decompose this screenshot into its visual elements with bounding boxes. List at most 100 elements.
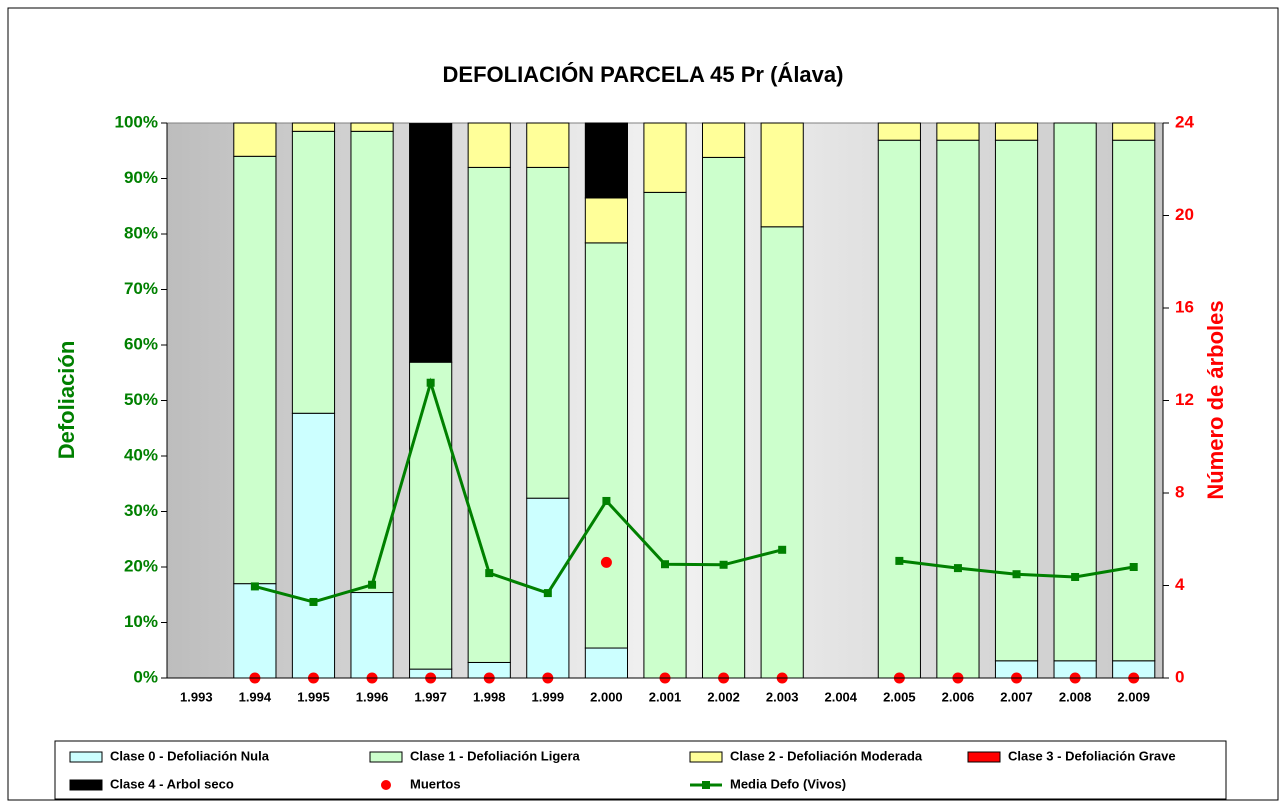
bar-segment — [233, 122, 277, 157]
y-tick-label: 60% — [124, 334, 158, 353]
y-tick-label: 80% — [124, 223, 158, 242]
y-tick-label: 50% — [124, 390, 158, 409]
bar-segment — [643, 122, 687, 193]
line-marker — [1129, 563, 1138, 571]
chart-title: DEFOLIACIÓN PARCELA 45 Pr (Álava) — [443, 62, 844, 87]
line-marker — [485, 569, 494, 578]
x-tick-label: 1.997 — [414, 689, 447, 704]
legend-label: Clase 1 - Defoliación Ligera — [410, 748, 581, 763]
bar-segment — [350, 130, 394, 594]
y2-tick-label: 4 — [1175, 575, 1185, 594]
y-tick-label: 70% — [124, 279, 158, 298]
legend — [54, 740, 1227, 800]
y2-tick-label: 20 — [1175, 205, 1194, 224]
bar-segment — [409, 361, 453, 670]
legend-label: Clase 3 - Defoliación Grave — [1008, 748, 1176, 763]
legend-swatch — [69, 751, 103, 763]
line-marker — [368, 580, 377, 589]
bar-segment — [584, 242, 629, 649]
y2-tick-label: 12 — [1175, 390, 1194, 409]
bar-segment — [877, 122, 921, 141]
x-tick-label: 2.005 — [883, 689, 916, 704]
legend-label: Clase 2 - Defoliación Moderada — [730, 748, 923, 763]
line-marker — [661, 560, 669, 569]
line-marker — [719, 560, 728, 569]
x-tick-label: 2.003 — [766, 689, 799, 704]
line-marker — [778, 545, 787, 554]
bar-segment — [233, 155, 277, 585]
bar-segment — [233, 583, 277, 679]
bar-segment — [526, 122, 570, 168]
y-tick-label: 20% — [124, 556, 158, 575]
bar-segment — [584, 197, 629, 244]
legend-label: Clase 4 - Arbol seco — [110, 776, 234, 791]
y2-axis-title: Número de árboles — [1203, 300, 1228, 499]
y2-tick-label: 0 — [1175, 667, 1184, 686]
bar-segment — [291, 122, 336, 132]
line-marker — [543, 589, 552, 598]
y2-tick-label: 8 — [1175, 482, 1184, 501]
legend-swatch — [369, 751, 403, 763]
bar-segment — [936, 122, 980, 141]
bar-segment — [291, 412, 336, 679]
x-tick-label: 2.004 — [824, 689, 857, 704]
line-marker — [602, 496, 611, 505]
line-marker — [895, 556, 904, 565]
bar-segment — [584, 647, 629, 679]
line-marker — [953, 564, 962, 573]
y-tick-label: 40% — [124, 445, 158, 464]
legend-label: Clase 0 - Defoliación Nula — [110, 748, 270, 763]
x-tick-label: 2.002 — [707, 689, 740, 704]
bar-segment — [526, 166, 570, 499]
bar-segment — [467, 166, 511, 663]
bar-segment — [409, 123, 453, 363]
line-marker — [309, 597, 318, 606]
bar-segment — [877, 139, 921, 679]
y-tick-label: 10% — [124, 612, 158, 631]
legend-swatch — [967, 751, 1001, 763]
y-tick-label: 0% — [133, 667, 158, 686]
bar-segment — [936, 139, 980, 679]
y-tick-label: 90% — [124, 168, 158, 187]
line-marker — [1071, 572, 1080, 581]
bar-segment — [643, 191, 687, 679]
x-tick-label: 2.006 — [942, 689, 975, 704]
line — [254, 377, 783, 604]
x-tick-label: 1.994 — [239, 689, 272, 704]
x-tick-label: 2.000 — [590, 689, 623, 704]
bar-segment — [760, 122, 804, 228]
dot — [600, 556, 612, 568]
x-tick-label: 1.995 — [297, 689, 330, 704]
legend-swatch — [689, 751, 723, 763]
x-tick-label: 1.999 — [532, 689, 565, 704]
x-tick-label: 2.001 — [649, 689, 682, 704]
legend-label: Media Defo (Vivos) — [730, 776, 846, 791]
x-tick-label: 2.008 — [1059, 689, 1092, 704]
legend-label: Muertos — [410, 776, 461, 791]
x-tick-label: 1.993 — [180, 689, 213, 704]
x-tick-label: 1.998 — [473, 689, 506, 704]
bar-segment — [350, 122, 394, 132]
x-tick-label: 1.996 — [356, 689, 389, 704]
bar-segment — [291, 130, 336, 414]
bar-segment — [701, 156, 746, 679]
y-tick-label: 100% — [115, 112, 158, 131]
bar-segment — [467, 122, 511, 168]
legend-swatch — [69, 779, 103, 791]
bar-segment — [701, 122, 746, 158]
bar-segment — [1112, 122, 1156, 141]
y-tick-label: 30% — [124, 501, 158, 520]
y2-tick-label: 24 — [1175, 112, 1194, 131]
bar-segment — [1053, 122, 1097, 662]
bar-segment — [760, 226, 804, 679]
y2-tick-label: 16 — [1175, 297, 1194, 316]
bar-segment — [994, 122, 1039, 141]
x-tick-label: 2.007 — [1000, 689, 1033, 704]
line-marker — [1012, 570, 1021, 579]
line-marker — [426, 378, 435, 387]
line-marker — [250, 582, 259, 591]
bar-segment — [1112, 139, 1156, 662]
x-tick-label: 2.009 — [1117, 689, 1150, 704]
bar-segment — [584, 122, 629, 199]
